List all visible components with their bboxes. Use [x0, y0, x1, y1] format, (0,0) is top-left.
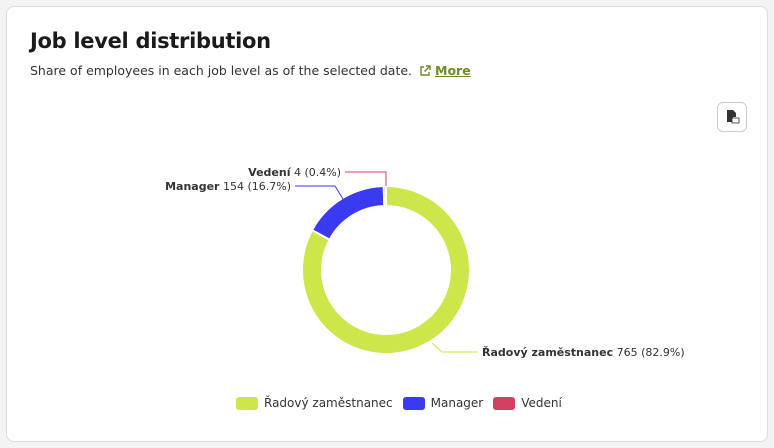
slice-0[interactable] [301, 184, 471, 355]
chart-card: Job level distribution Share of employee… [6, 6, 768, 442]
legend-item[interactable]: Řadový zaměstnanec [236, 396, 393, 410]
label-line-1 [295, 185, 344, 200]
legend-label: Řadový zaměstnanec [264, 396, 393, 410]
slice-1[interactable] [310, 185, 386, 241]
more-link[interactable]: More [435, 63, 471, 78]
legend-label: Manager [430, 396, 484, 410]
data-label-2: Vedení 4 (0.4%) [248, 166, 341, 179]
data-label-1: Manager 154 (16.7%) [165, 180, 291, 193]
subtitle-text: Share of employees in each job level as … [30, 63, 413, 78]
legend-swatch [493, 396, 516, 410]
label-line-2 [345, 171, 387, 186]
slice-2[interactable] [382, 184, 387, 208]
card-title: Job level distribution [30, 29, 271, 53]
download-jpg-button[interactable] [717, 102, 747, 132]
legend-label: Vedení [521, 396, 562, 410]
legend-swatch [236, 396, 258, 410]
card-subtitle: Share of employees in each job level as … [30, 63, 471, 78]
legend: Řadový zaměstnanec Manager Vedení [236, 396, 562, 410]
jpg-download-icon [727, 110, 740, 124]
data-label-0: Řadový zaměstnanec 765 (82.9%) [482, 346, 685, 359]
legend-item[interactable]: Vedení [493, 396, 562, 410]
external-link-icon [420, 65, 431, 76]
legend-item[interactable]: Manager [402, 396, 484, 410]
legend-swatch [402, 396, 425, 410]
label-line-0 [431, 342, 478, 353]
